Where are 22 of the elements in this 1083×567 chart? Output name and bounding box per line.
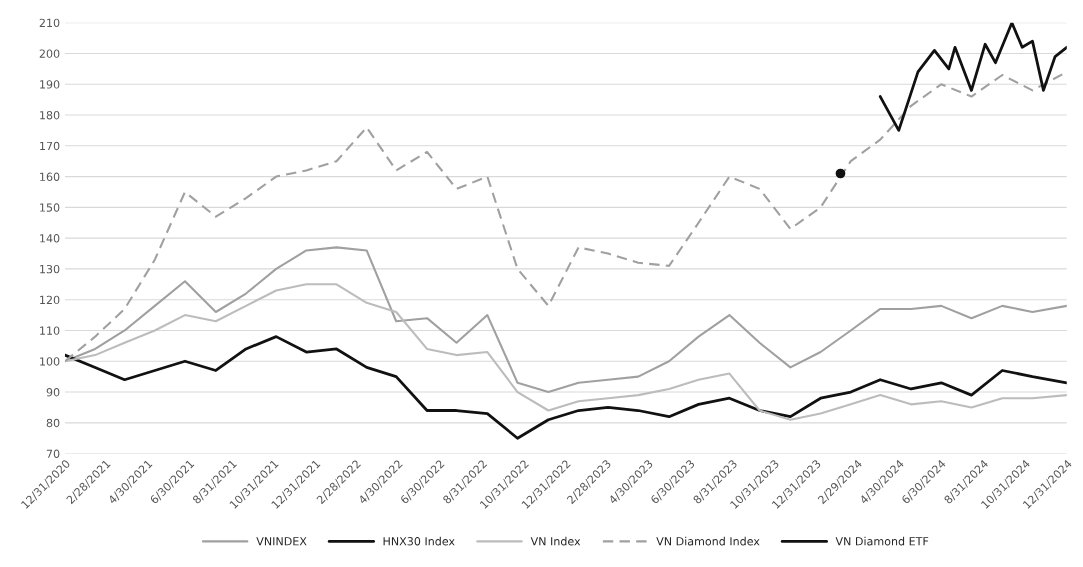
y-tick-label: 90 [46,388,60,397]
y-tick-label: 160 [40,172,60,181]
y-tick-label: 70 [46,449,60,458]
y-tick-label: 110 [40,326,60,335]
line-series [64,283,1067,421]
y-tick-label: 100 [40,357,60,366]
legend-label: VN Diamond Index [656,536,760,546]
y-tick-label: 190 [40,80,60,89]
y-tick-label: 150 [40,203,60,212]
line-series [64,335,1067,440]
y-tick-label: 210 [39,18,60,28]
y-tick-label: 80 [46,418,60,428]
y-tick-label: 170 [40,141,60,151]
y-tick-label: 120 [40,295,60,305]
y-tick-label: 130 [40,264,60,274]
legend-label: VN Diamond ETF [835,536,929,546]
y-tick-label: 140 [40,234,60,243]
y-tick-label: 200 [39,49,60,58]
y-tick-label: 180 [40,110,60,120]
legend-label: HNX30 Index [383,536,455,546]
legend-label: VN Index [530,536,581,546]
legend-label: VNINDEX [256,537,307,546]
